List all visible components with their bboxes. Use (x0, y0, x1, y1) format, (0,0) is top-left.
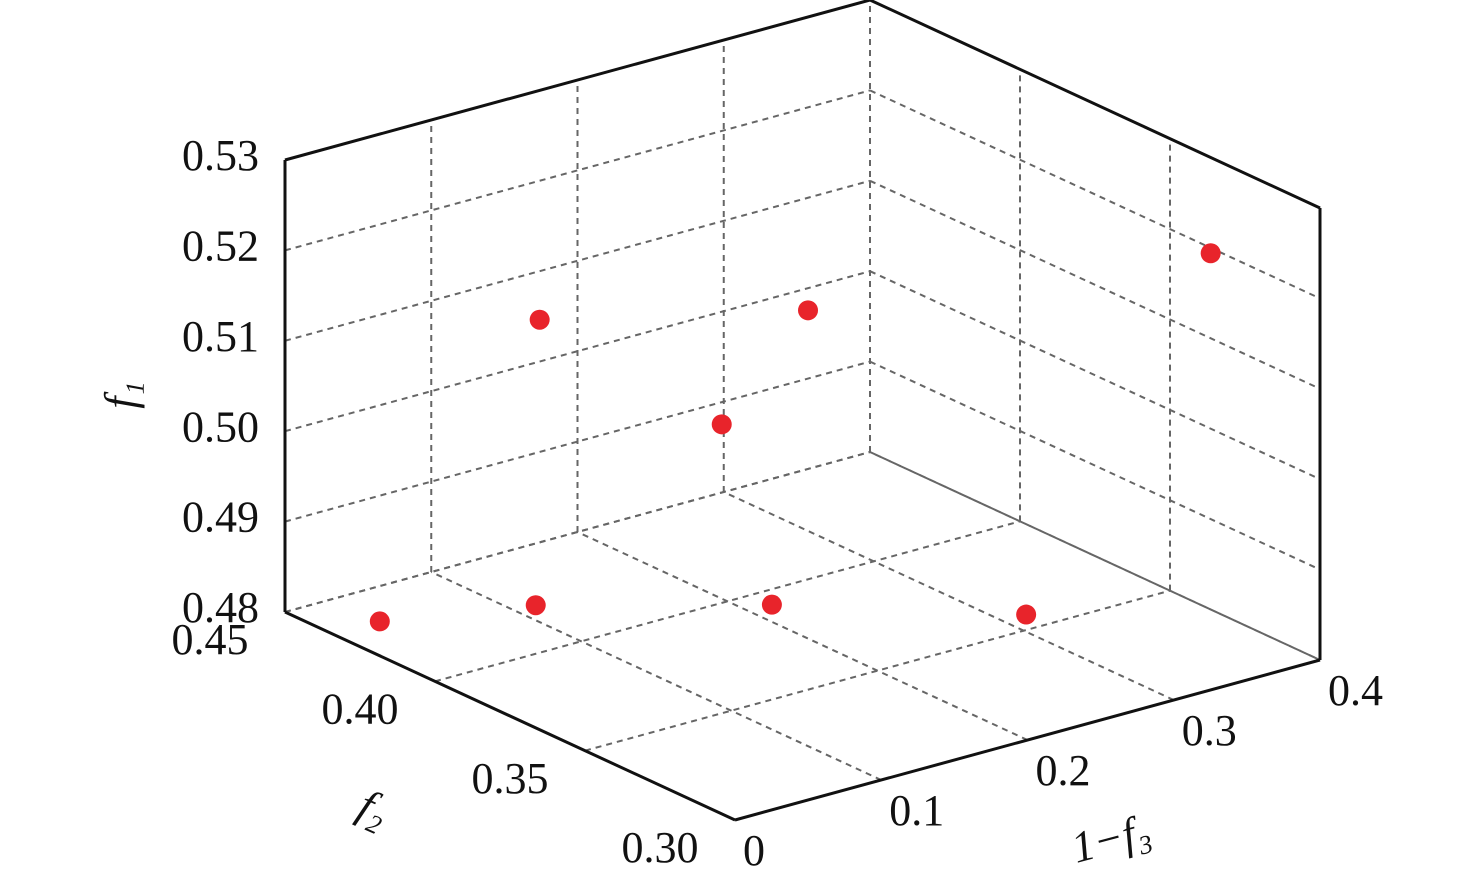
grid-line (434, 520, 1021, 683)
y-tick-label: 0.3 (1182, 706, 1237, 755)
data-point (525, 595, 546, 616)
data-point (529, 309, 550, 330)
data-point (711, 414, 732, 435)
data-point (1016, 604, 1037, 625)
grid-line (869, 89, 1321, 300)
grid-line (284, 270, 871, 433)
axis-edge (284, 610, 736, 822)
grid-line (284, 179, 871, 342)
data-point (761, 594, 782, 615)
y-tick-label: 0.1 (889, 786, 944, 835)
x-axis-title: f₂ (351, 780, 396, 836)
x-tick-label: 0.30 (622, 823, 699, 872)
z-tick-label: 0.48 (182, 583, 259, 632)
z-tick-label: 0.49 (182, 493, 259, 542)
y-tick-label: 0.2 (1036, 746, 1091, 795)
grid-line (723, 491, 1175, 701)
grid-line (284, 451, 871, 613)
grid-line (284, 89, 871, 252)
data-point (369, 611, 390, 632)
data-point (1200, 243, 1221, 264)
axis-edge (734, 658, 1321, 822)
y-tick-label: 0.4 (1328, 666, 1383, 715)
grid-line (584, 589, 1171, 752)
grid-line (430, 571, 882, 781)
grid-line (869, 451, 1321, 661)
y-tick-label: 0 (743, 826, 765, 875)
grid-line (577, 531, 1028, 741)
z-tick-label: 0.50 (182, 402, 259, 451)
x-tick-label: 0.35 (472, 754, 549, 803)
z-tick-label: 0.53 (182, 131, 259, 180)
axis-edge (869, 0, 1321, 210)
x-tick-label: 0.40 (322, 684, 399, 733)
z-axis-title: f₁ (96, 381, 145, 409)
grid-line (284, 360, 871, 523)
grid-line (869, 179, 1321, 390)
z-tick-label: 0.52 (182, 221, 259, 270)
z-tick-label: 0.51 (182, 312, 259, 361)
data-point (798, 300, 819, 321)
y-axis-title: 1−f₃ (1066, 805, 1155, 873)
grid-line (869, 270, 1321, 481)
grid-line (869, 360, 1321, 571)
axis-edge (284, 0, 871, 162)
x-tick-label: 0.45 (172, 615, 249, 664)
